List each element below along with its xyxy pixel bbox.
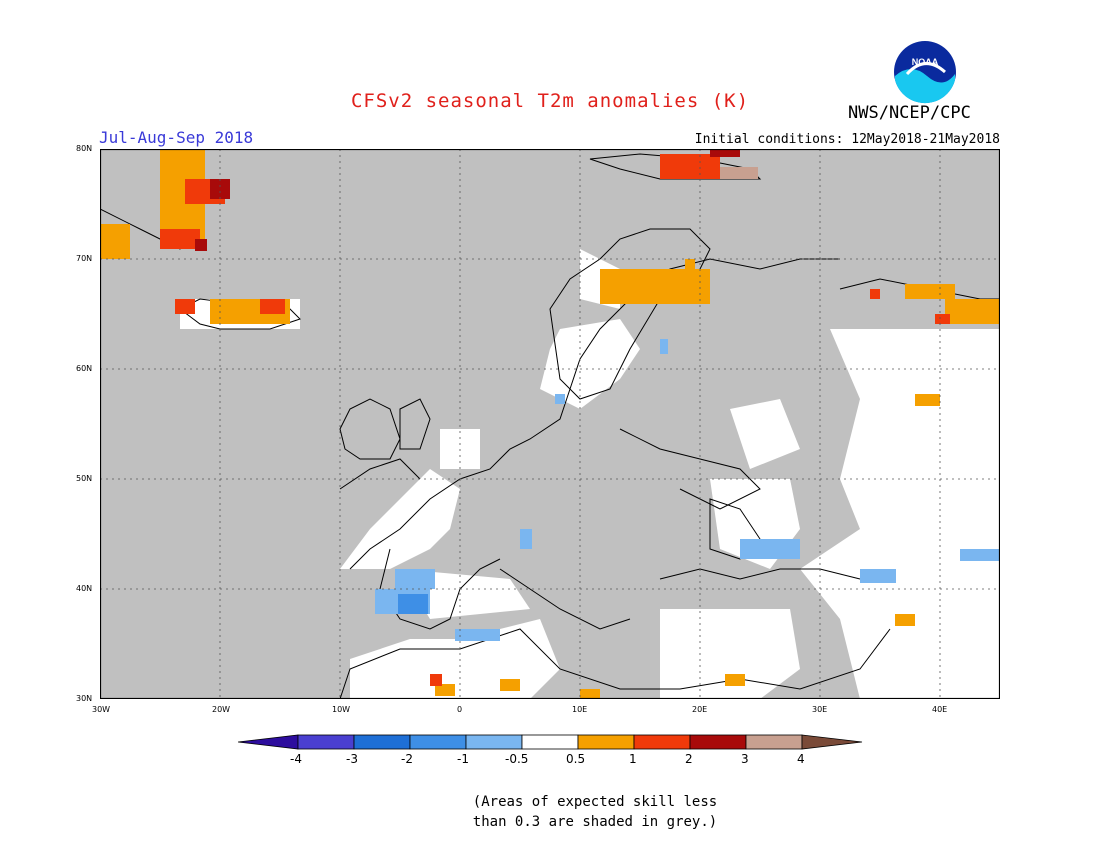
footnote: (Areas of expected skill less than 0.3 a… — [0, 792, 1100, 832]
map-title: CFSv2 seasonal T2m anomalies (K) — [350, 90, 750, 112]
lat-label: 50N — [76, 474, 93, 483]
footnote-line-2: than 0.3 are shaded in grey.) — [472, 814, 718, 830]
colorbar-bin — [409, 734, 467, 750]
colorbar-bin — [238, 734, 299, 750]
lat-label: 60N — [76, 364, 93, 373]
lat-label: 80N — [76, 144, 93, 153]
extreme-warm-cells — [720, 167, 758, 179]
strong-cool-cells — [398, 594, 428, 614]
colorbar-bin — [689, 734, 747, 750]
colorbar-bin — [745, 734, 803, 750]
lon-label: 20W — [212, 705, 231, 714]
cool-anomaly-cells — [375, 339, 1000, 641]
lon-label: 10W — [332, 705, 351, 714]
colorbar-bin — [633, 734, 691, 750]
colorbar-label: 0.5 — [566, 752, 586, 766]
colorbar-bin — [465, 734, 523, 750]
colorbar-label: 1 — [629, 752, 637, 766]
graticule — [100, 149, 1000, 699]
hot-anomaly-cells — [160, 154, 950, 686]
colorbar-label: 3 — [741, 752, 749, 766]
colorbar-label: -1 — [457, 752, 469, 766]
lon-label: 10E — [572, 705, 588, 714]
colorbar-label: -3 — [346, 752, 358, 766]
noaa-logo: NOAA — [894, 41, 956, 104]
lat-label: 40N — [76, 584, 93, 593]
lon-label: 30E — [812, 705, 828, 714]
lat-label: 30N — [76, 694, 93, 703]
colorbar-bin — [353, 734, 411, 750]
initial-conditions: Initial conditions: 12May2018-21May2018 — [694, 132, 1000, 147]
agency-label: NWS/NCEP/CPC — [848, 103, 971, 123]
colorbar-label: -4 — [290, 752, 302, 766]
colorbar-label: -2 — [401, 752, 413, 766]
colorbar-bin — [297, 734, 355, 750]
lon-label: 20E — [692, 705, 708, 714]
colorbar-label: 4 — [797, 752, 805, 766]
map-frame — [100, 149, 1000, 699]
colorbar-bin — [577, 734, 635, 750]
anomaly-map — [100, 149, 1000, 699]
colorbar — [238, 734, 863, 750]
lat-label: 70N — [76, 254, 93, 263]
logo-text: NOAA — [912, 57, 939, 67]
lon-label: 30W — [92, 705, 111, 714]
colorbar-label: 2 — [685, 752, 693, 766]
lon-label: 0 — [457, 705, 463, 714]
colorbar-bin — [521, 734, 579, 750]
colorbar-bin — [801, 734, 863, 750]
lon-label: 40E — [932, 705, 948, 714]
footnote-line-1: (Areas of expected skill less — [472, 794, 718, 810]
very-hot-anomaly-cells — [195, 149, 740, 251]
forecast-period: Jul-Aug-Sep 2018 — [99, 128, 254, 147]
colorbar-label: -0.5 — [505, 752, 529, 766]
